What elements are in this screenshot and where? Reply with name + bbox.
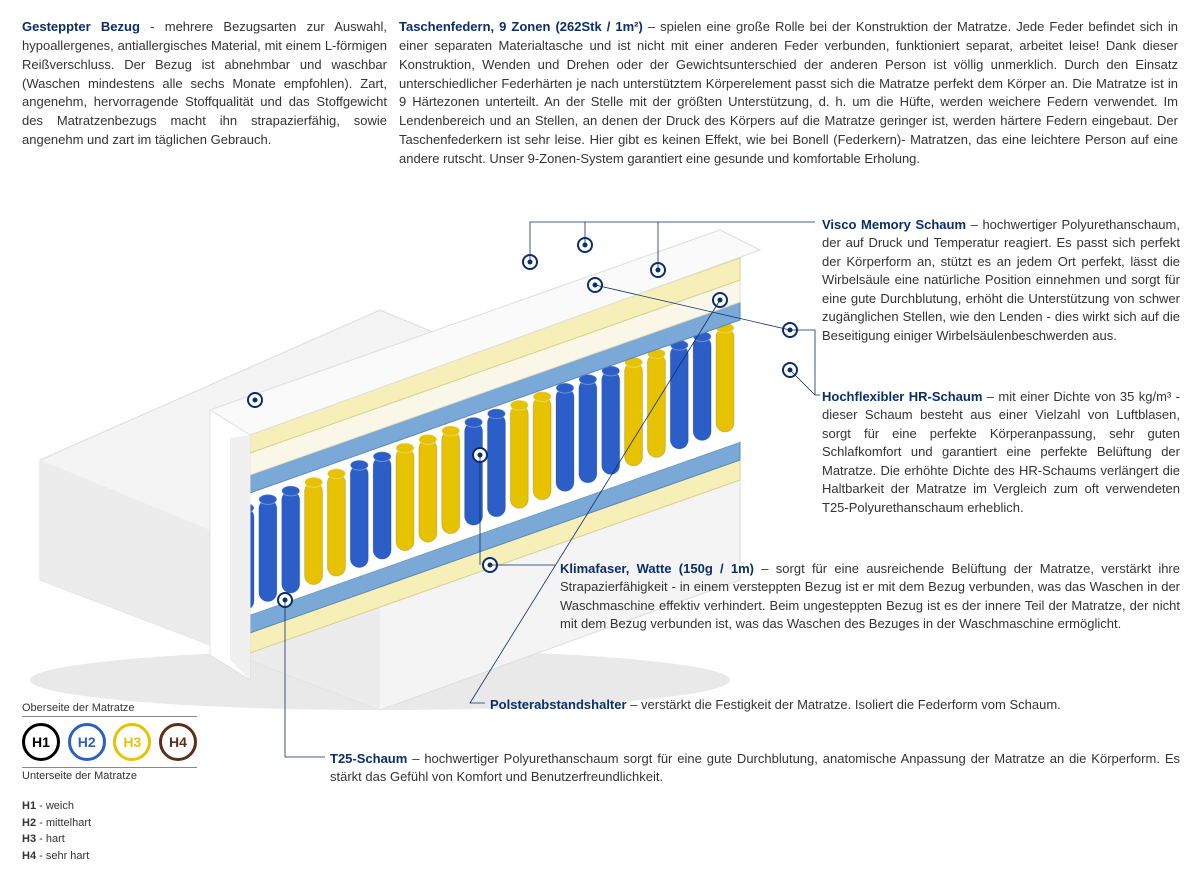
desc-taschenfedern: Taschenfedern, 9 Zonen (262Stk / 1m²) – … — [399, 18, 1178, 169]
hardness-code-h3: H3 - hart — [22, 831, 262, 848]
legend-codes: H1 - weichH2 - mittelhartH3 - hartH4 - s… — [22, 798, 262, 864]
body-visco: hochwertiger Polyurethanschaum, der auf … — [822, 217, 1180, 343]
mattress-illustration — [20, 210, 780, 720]
callout-t25: T25-Schaum – hochwertiger Polyurethansch… — [330, 750, 1180, 787]
hardness-code-h2: H2 - mittelhart — [22, 815, 262, 832]
body-t25: hochwertiger Polyurethanschaum sorgt für… — [330, 751, 1180, 784]
callout-klima: Klimafaser, Watte (150g / 1m) – sorgt fü… — [560, 560, 1180, 634]
title-klima: Klimafaser, Watte (150g / 1m) — [560, 561, 754, 576]
hardness-circle-h1: H1 — [22, 723, 60, 761]
hardness-legend: Oberseite der Matratze H1H2H3H4 Untersei… — [22, 700, 262, 864]
body-gesteppter: mehrere Bezugsarten zur Auswahl, hypoall… — [22, 19, 387, 147]
title-hr: Hochflexibler HR-Schaum — [822, 389, 982, 404]
legend-circles: H1H2H3H4 — [22, 716, 197, 768]
hardness-code-h4: H4 - sehr hart — [22, 848, 262, 865]
hardness-code-h1: H1 - weich — [22, 798, 262, 815]
callout-polster: Polsterabstandshalter – verstärkt die Fe… — [490, 696, 1180, 714]
title-visco: Visco Memory Schaum — [822, 217, 966, 232]
body-taschenfedern: spielen eine große Rolle bei der Konstru… — [399, 19, 1178, 166]
title-gesteppter: Gesteppter Bezug — [22, 19, 140, 34]
title-polster: Polsterabstandshalter — [490, 697, 627, 712]
sep: – — [643, 19, 660, 34]
callout-visco: Visco Memory Schaum – hochwertiger Polyu… — [822, 216, 1180, 345]
body-hr: mit einer Dichte von 35 kg/m³ - dieser S… — [822, 389, 1180, 515]
callout-hr: Hochflexibler HR-Schaum – mit einer Dich… — [822, 388, 1180, 517]
hardness-circle-h4: H4 — [159, 723, 197, 761]
top-descriptions: Gesteppter Bezug - mehrere Bezugsarten z… — [0, 0, 1200, 169]
hardness-circle-h3: H3 — [113, 723, 151, 761]
body-polster: verstärkt die Festigkeit der Matratze. I… — [641, 697, 1061, 712]
hardness-circle-h2: H2 — [68, 723, 106, 761]
legend-top-label: Oberseite der Matratze — [22, 702, 262, 714]
title-taschenfedern: Taschenfedern, 9 Zonen (262Stk / 1m²) — [399, 19, 643, 34]
sep: - — [140, 19, 165, 34]
desc-gesteppter-bezug: Gesteppter Bezug - mehrere Bezugsarten z… — [22, 18, 387, 169]
legend-bottom-label: Unterseite der Matratze — [22, 770, 262, 782]
title-t25: T25-Schaum — [330, 751, 407, 766]
